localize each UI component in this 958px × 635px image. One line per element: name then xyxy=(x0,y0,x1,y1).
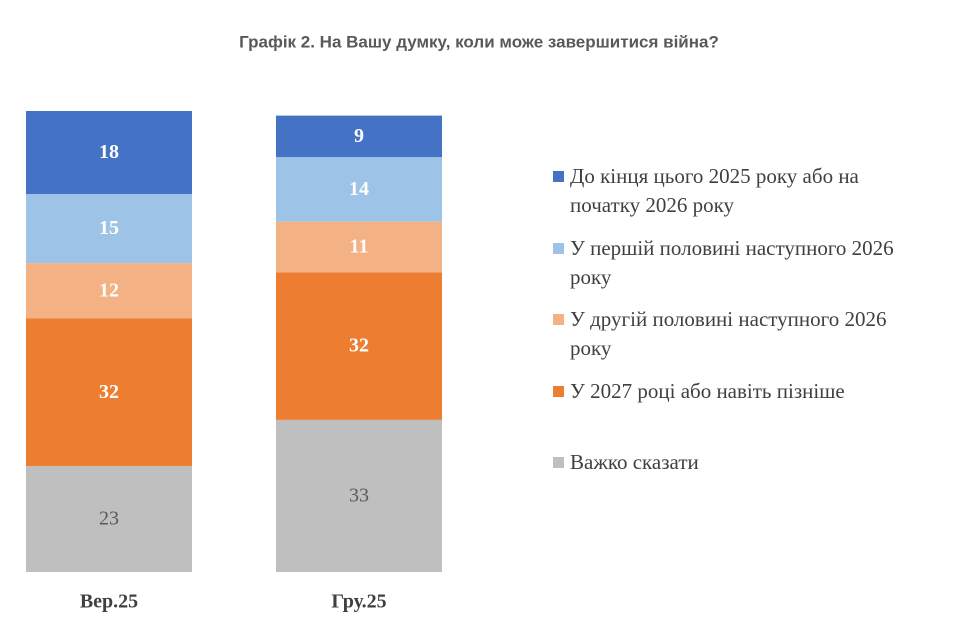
legend-item: У 2027 році або навіть пізніше xyxy=(553,377,898,449)
bar-segment xyxy=(276,157,442,222)
bar-segment xyxy=(276,272,442,420)
legend-label: До кінця цього 2025 року або на початку … xyxy=(570,164,859,217)
legend-label: У другій половині наступного 2026 року xyxy=(570,307,887,360)
legend-label: У 2027 році або навіть пізніше xyxy=(570,378,845,403)
legend-item: У другій половині наступного 2026 року xyxy=(553,305,898,377)
bar-segment xyxy=(26,263,192,319)
data-label: 23 xyxy=(99,508,119,530)
data-label: 32 xyxy=(349,335,369,357)
bar-segment xyxy=(276,221,442,273)
legend-label: У першій половині наступного 2026 року xyxy=(570,235,894,289)
data-label: 32 xyxy=(99,381,119,403)
bar-segment xyxy=(26,193,192,264)
bar-segment xyxy=(26,318,192,466)
legend-swatch xyxy=(553,314,564,325)
legend-swatch xyxy=(553,242,564,254)
x-tick-label: Гру.25 xyxy=(331,591,386,613)
legend-swatch xyxy=(553,457,564,468)
x-tick-label: Вер.25 xyxy=(80,591,138,613)
chart-title: Графік 2. На Вашу думку, коли може завер… xyxy=(239,32,719,51)
legend: До кінця цього 2025 року або на початку … xyxy=(553,162,898,520)
data-label: 9 xyxy=(354,125,364,147)
legend-label: Важко сказати xyxy=(570,450,699,474)
bar-segment xyxy=(26,111,192,194)
bar-segment xyxy=(276,419,442,572)
legend-item: До кінця цього 2025 року або на початку … xyxy=(553,162,898,234)
data-label: 12 xyxy=(99,279,119,301)
bar-segment xyxy=(276,115,442,158)
legend-swatch xyxy=(553,171,564,182)
legend-swatch xyxy=(553,385,564,397)
bar-segment xyxy=(26,465,192,572)
legend-item: У першій половині наступного 2026 року xyxy=(553,234,898,306)
data-label: 33 xyxy=(349,485,369,507)
data-label: 11 xyxy=(350,236,369,258)
data-label: 14 xyxy=(349,178,369,200)
data-label: 15 xyxy=(99,217,119,239)
data-label: 18 xyxy=(99,141,119,163)
legend-item: Важко сказати xyxy=(553,448,898,520)
